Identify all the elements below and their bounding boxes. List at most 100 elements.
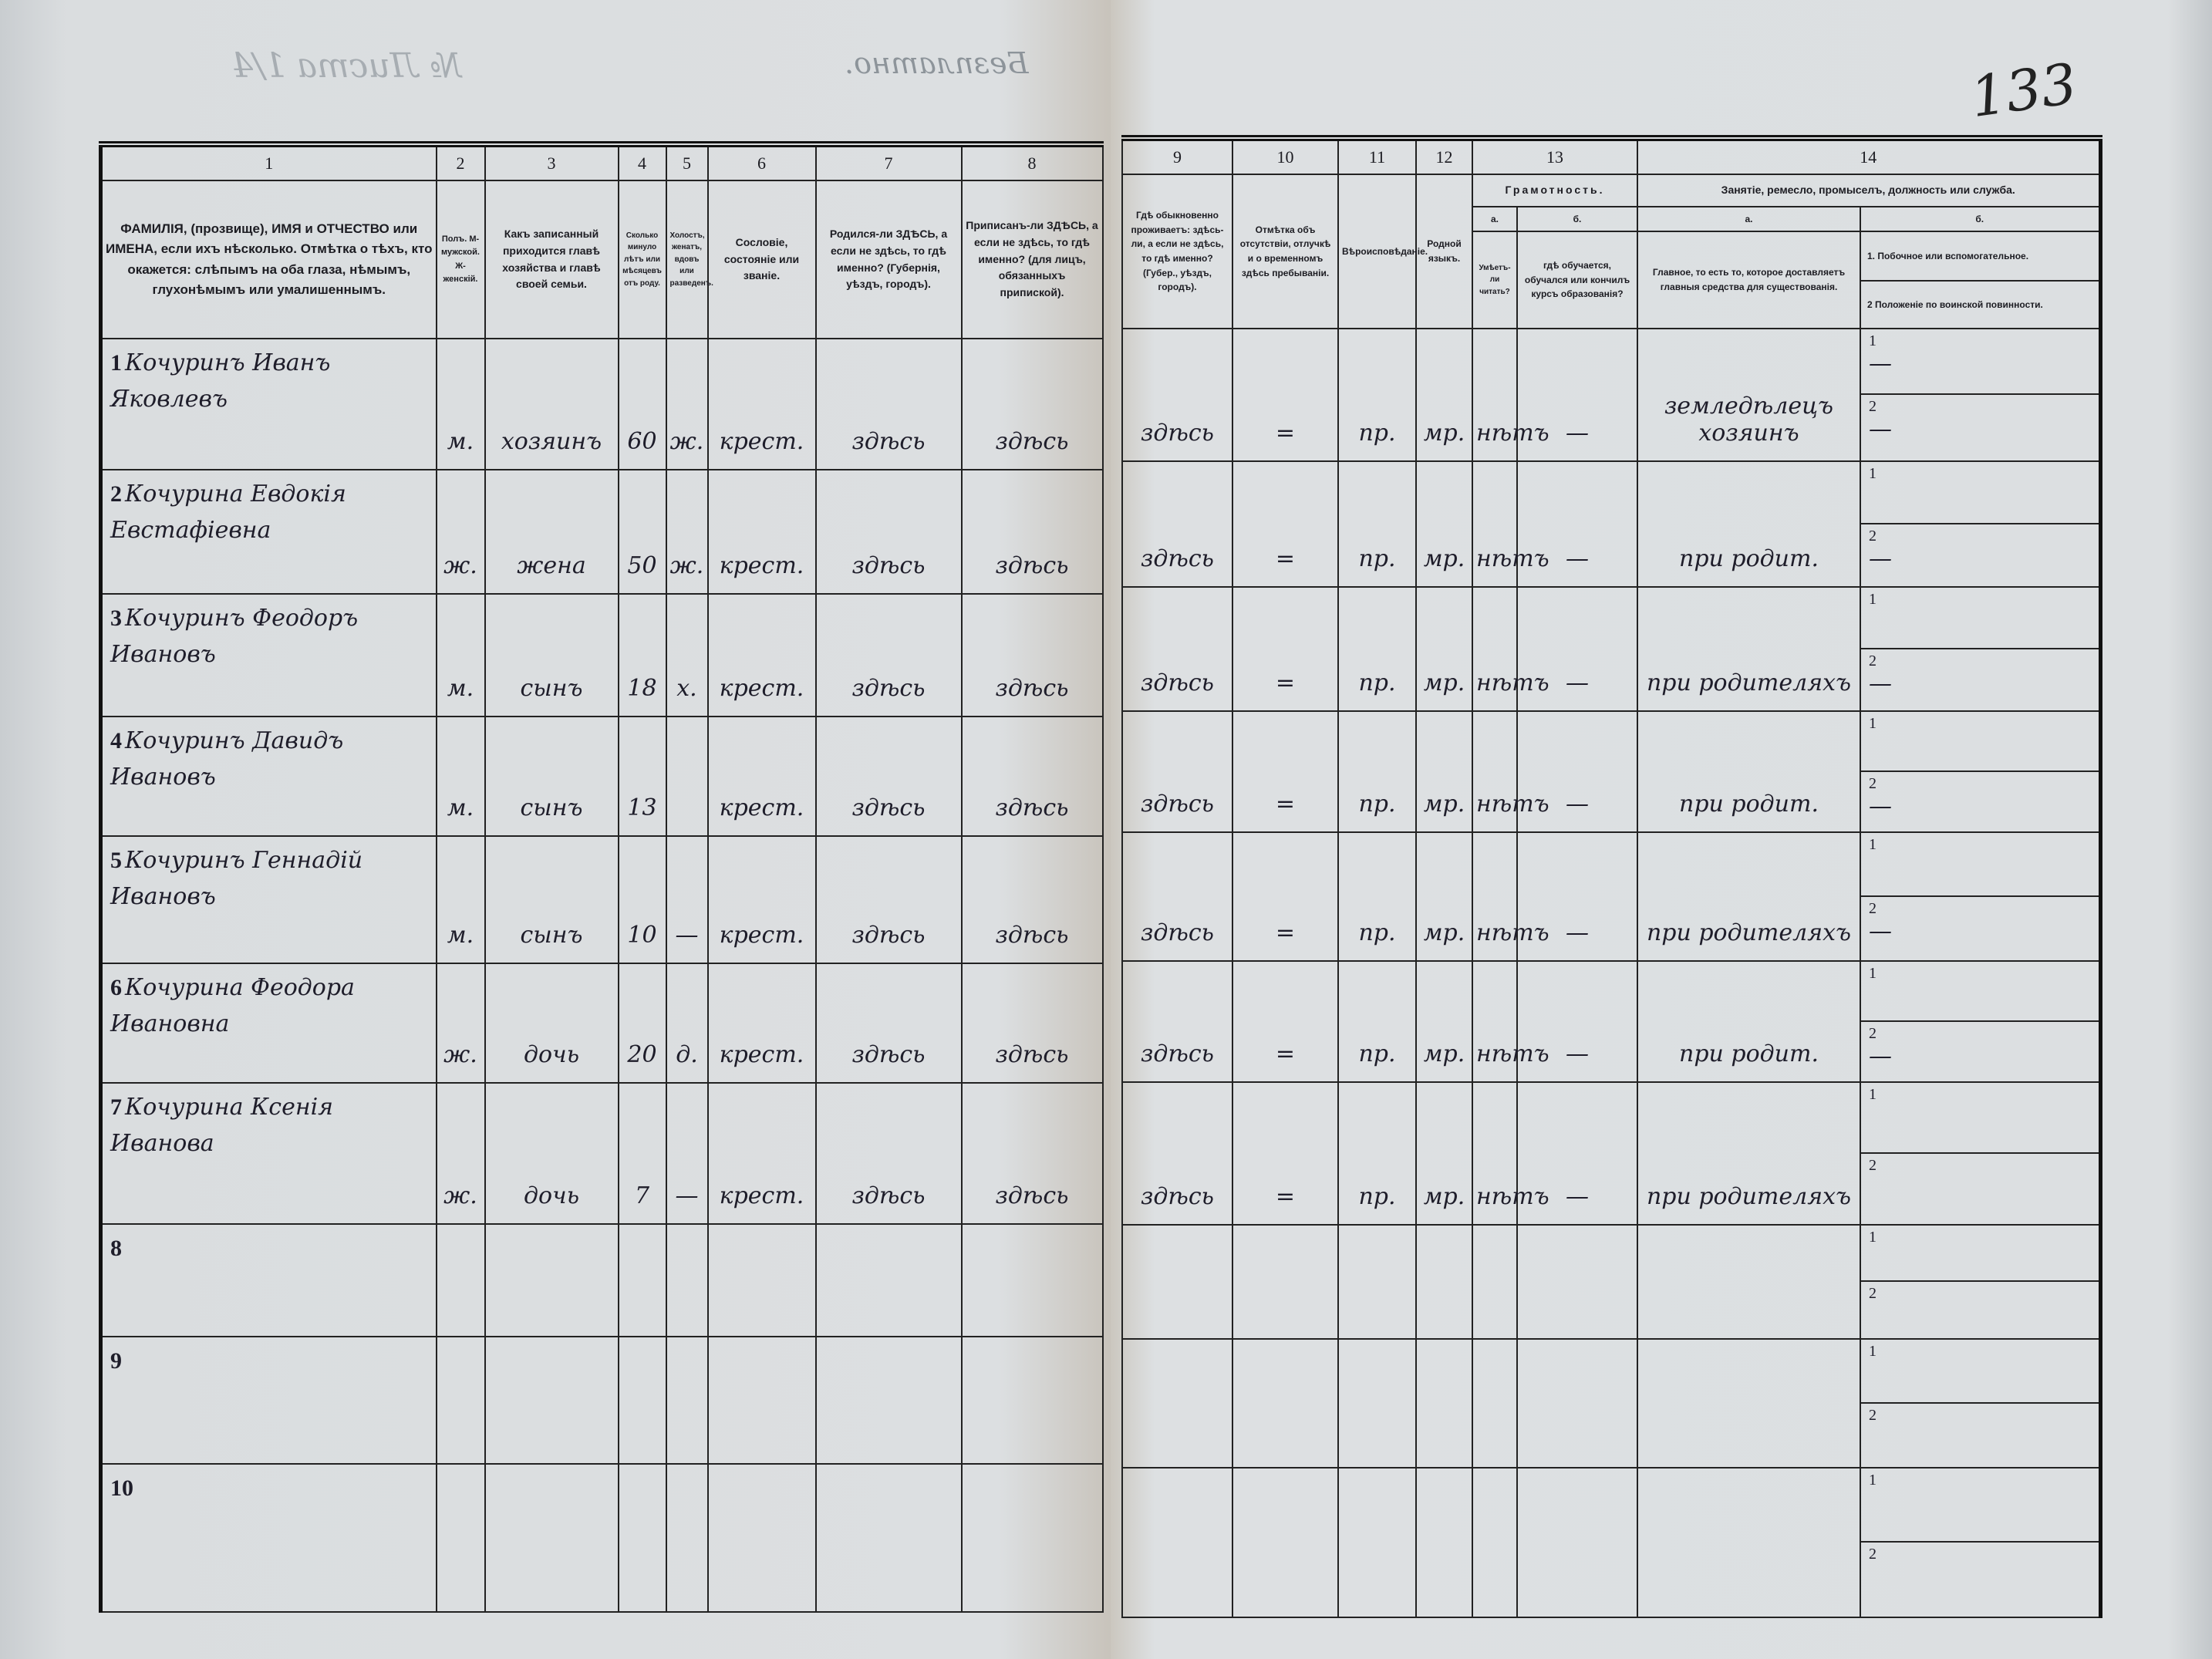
registration-cell [960,1336,1104,1465]
absence-cell: = [1232,960,1339,1083]
col-number: 10 [1232,137,1339,175]
religion-cell [1337,1338,1417,1468]
birthplace-cell: здѣсь [814,963,963,1084]
table-row: здѣсь = пр. мр. нѣтъ — при родит. 1 2— [1121,710,2101,833]
row-number: 2 [110,481,122,507]
sub-row-label: 2 [1869,527,1876,545]
sub-row-label: 1 [1869,715,1876,732]
table-row: 6 Кочурина Феодора Ивановна ж. дочь 20 д. крес… [99,963,1104,1084]
language-cell: мр. [1415,831,1473,962]
person-name: Кочуринъ Давидъ Ивановъ [110,727,344,791]
side-occupation: 1 [1861,962,2099,1022]
sub-row-label: 2 [1869,1156,1876,1174]
col-number: 2 [435,143,486,181]
birthplace-cell [814,1463,963,1613]
col-number: 11 [1337,137,1417,175]
relation-cell: дочь [484,1082,619,1225]
table-row: 1 Кочуринъ Иванъ Яковлевъ м. хозяинъ 60 ж. кре… [99,338,1104,470]
person-name-cell: 4 Кочуринъ Давидъ Ивановъ [99,716,437,837]
person-name: Кочурина Ксенія Иванова [110,1094,334,1157]
marital-status-cell: ж. [665,469,709,595]
row-number: 1 [110,350,122,376]
header-can-read: Умѣетъ-ли читать? [1472,231,1518,329]
person-name-cell: 7 Кочурина Ксенія Иванова [99,1082,437,1225]
occupation-cell: при родителяхъ [1637,1081,1861,1226]
language-cell: мр. [1415,710,1473,833]
religion-cell: пр. [1337,831,1417,962]
age-cell [617,1463,667,1613]
marital-status-cell: х. [665,593,709,717]
side-occupation: 1 [1861,712,2099,772]
header-religion: Вѣроисповѣданіе. [1337,174,1428,329]
side-occupation: 1 [1861,1468,2099,1543]
religion-cell [1337,1467,1417,1618]
row-number: 4 [110,728,122,754]
col-number: 8 [960,143,1104,181]
side-occupation: 1 [1861,1226,2099,1282]
side-occupation: 1 [1861,1340,2099,1404]
residence-cell [1121,1467,1233,1618]
absence-cell [1232,1338,1339,1468]
relation-cell [484,1223,619,1337]
occupation-cell [1637,1224,1861,1340]
language-cell: мр. [1415,586,1473,712]
marital-status-cell [665,1336,709,1465]
sub-row-label: 2 [1869,1406,1876,1424]
education-cell [1516,1338,1638,1468]
row-number: 10 [110,1475,133,1501]
literacy-cell: нѣтъ [1472,460,1549,588]
col-number: 5 [665,143,709,181]
military-status: 2— [1861,649,2099,711]
military-status-value: — [1869,416,1892,443]
header-age: Сколько минуло лѣтъ или мѣсяцевъ отъ род… [617,180,667,339]
absence-cell: = [1232,831,1339,962]
estate-cell: крест. [706,963,817,1084]
occupation-cell: земледѣлецъ хозяинъ [1637,328,1861,462]
military-status: 2— [1861,772,2099,832]
absence-cell [1232,1224,1339,1340]
occupation-cell [1637,1467,1861,1618]
absence-cell: = [1232,586,1339,712]
military-status: 2— [1861,897,2099,961]
birthplace-cell: здѣсь [814,835,963,964]
language-cell [1415,1467,1473,1618]
header-occupation: Занятіе, ремесло, промыселъ, должность и… [1637,174,2101,207]
header-literacy: Грамотность. [1472,174,1638,207]
census-table-right: 9 10 11 12 13 14 Гдѣ обыкновенно прожива… [1121,135,2102,1618]
occupation-cell [1637,1338,1861,1468]
person-name-cell: 2 Кочурина Евдокія Евстафіевна [99,469,437,595]
table-row: 4 Кочуринъ Давидъ Ивановъ м. сынъ 13 крест. зд… [99,716,1104,837]
education-cell: — [1516,328,1638,462]
occupation-side-cell: 1 2— [1860,460,2101,588]
marital-status-cell: — [665,835,709,964]
sub-row-label: 1 [1869,1086,1876,1103]
header-relation: Какъ записанный приходится главѣ хозяйст… [484,180,619,339]
birthplace-cell: здѣсь [814,469,963,595]
table-row: здѣсь = пр. мр. нѣтъ — при родителяхъ 1 2— [1121,586,2101,712]
occupation-cell: при родит. [1637,460,1861,588]
registration-cell [960,1463,1104,1613]
relation-cell: сынъ [484,716,619,837]
military-status-value: — [1869,545,1892,572]
birthplace-cell: здѣсь [814,716,963,837]
header-literacy-b: б. [1516,206,1638,232]
sex-cell: м. [435,716,486,837]
education-cell: — [1516,831,1638,962]
residence-cell: здѣсь [1121,1081,1233,1226]
row-number: 5 [110,848,122,873]
col-number: 14 [1637,137,2101,175]
military-status: 2 [1861,1154,2099,1225]
registration-cell: здѣсь [960,1082,1104,1225]
person-name-cell: 9 [99,1336,437,1465]
language-cell [1415,1338,1473,1468]
sub-row-label: 1 [1869,332,1876,349]
estate-cell: крест. [706,593,817,717]
registration-cell: здѣсь [960,963,1104,1084]
sub-row-label: 1 [1869,465,1876,482]
occupation-cell: при родителяхъ [1637,831,1861,962]
military-status: 2— [1861,1022,2099,1082]
